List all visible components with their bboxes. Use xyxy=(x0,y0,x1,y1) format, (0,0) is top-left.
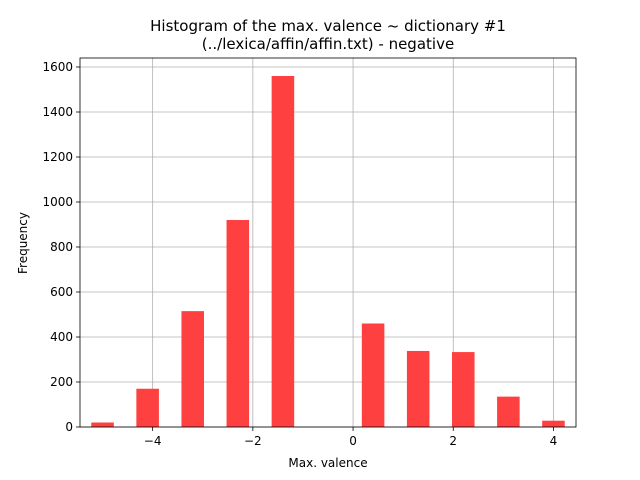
histogram-bar xyxy=(497,396,520,427)
plot-frame xyxy=(79,57,577,428)
y-tick-label: 400 xyxy=(50,330,73,344)
y-axis-label: Frequency xyxy=(16,212,30,274)
y-tick-label: 600 xyxy=(50,285,73,299)
y-ticks: 0 200 400 600 800 1000 1200 1400 1600 xyxy=(42,60,80,434)
chart-title-line2: (../lexica/affin/affin.txt) - negative xyxy=(202,35,454,53)
y-tick-label: 1000 xyxy=(42,195,73,209)
histogram-bar xyxy=(406,350,430,427)
chart-title-line1: Histogram of the max. valence ~ dictiona… xyxy=(150,17,506,35)
x-ticks: −4 −2 0 2 4 xyxy=(144,427,557,448)
y-tick-label: 800 xyxy=(50,240,73,254)
histogram-bar xyxy=(226,220,250,427)
x-tick-label: 4 xyxy=(550,434,558,448)
histogram-bar xyxy=(181,311,204,427)
x-tick-label: 2 xyxy=(449,434,457,448)
y-tick-label: 1400 xyxy=(42,105,73,119)
histogram-bar xyxy=(452,352,475,427)
histogram-bar xyxy=(136,388,159,427)
y-tick-label: 1600 xyxy=(42,60,73,74)
y-tick-label: 0 xyxy=(65,420,73,434)
y-tick-label: 200 xyxy=(50,375,73,389)
histogram-bar xyxy=(91,422,114,427)
y-tick-label: 1200 xyxy=(42,150,73,164)
histogram-bar xyxy=(361,323,385,427)
x-tick-label: −2 xyxy=(244,434,262,448)
histogram-bar xyxy=(542,420,565,427)
x-axis-label: Max. valence xyxy=(288,456,367,470)
histogram-bar xyxy=(271,76,295,427)
x-tick-label: −4 xyxy=(144,434,162,448)
grid-lines xyxy=(80,58,576,428)
bars xyxy=(91,76,565,427)
x-tick-label: 0 xyxy=(349,434,357,448)
